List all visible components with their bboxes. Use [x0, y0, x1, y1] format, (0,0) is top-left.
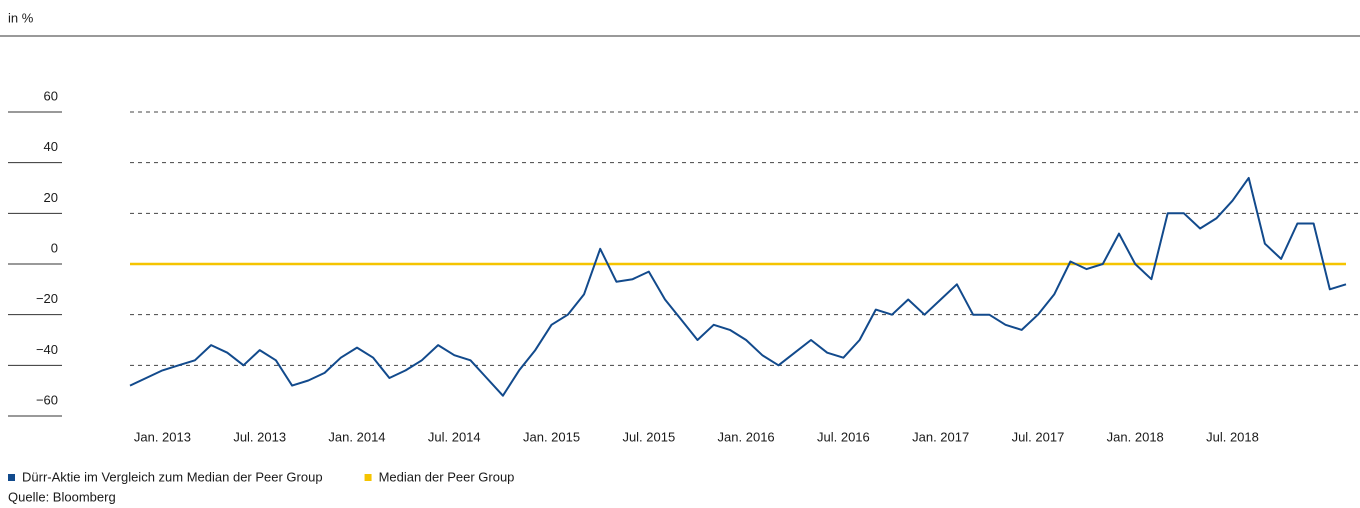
y-tick-label: −40: [36, 342, 58, 357]
legend-swatch: [364, 474, 372, 481]
x-tick-label: Jul. 2013: [233, 429, 286, 444]
x-tick-label: Jul. 2014: [428, 429, 481, 444]
x-tick-label: Jan. 2014: [328, 429, 385, 444]
source: Quelle: Bloomberg: [8, 489, 116, 504]
y-tick-label: −20: [36, 291, 58, 306]
x-tick-label: Jul. 2017: [1012, 429, 1065, 444]
legend-label: Median der Peer Group: [379, 469, 515, 484]
y-tick-label: 40: [44, 139, 58, 154]
x-tick-label: Jan. 2013: [134, 429, 191, 444]
y-tick-label: 60: [44, 88, 58, 103]
series-line: [129, 176, 1347, 397]
y-tick-label: 20: [44, 190, 58, 205]
legend-label: Dürr-Aktie im Vergleich zum Median der P…: [22, 469, 323, 484]
y-tick-label: 0: [51, 240, 58, 255]
x-tick-label: Jul. 2018: [1206, 429, 1259, 444]
x-tick-label: Jan. 2016: [718, 429, 775, 444]
x-tick-label: Jan. 2015: [523, 429, 580, 444]
y-tick-label: −60: [36, 392, 58, 407]
x-tick-label: Jul. 2015: [622, 429, 675, 444]
unit-label: in %: [8, 10, 34, 25]
x-tick-label: Jul. 2016: [817, 429, 870, 444]
legend-swatch: [8, 474, 15, 481]
x-tick-label: Jan. 2018: [1107, 429, 1164, 444]
x-tick-label: Jan. 2017: [912, 429, 969, 444]
